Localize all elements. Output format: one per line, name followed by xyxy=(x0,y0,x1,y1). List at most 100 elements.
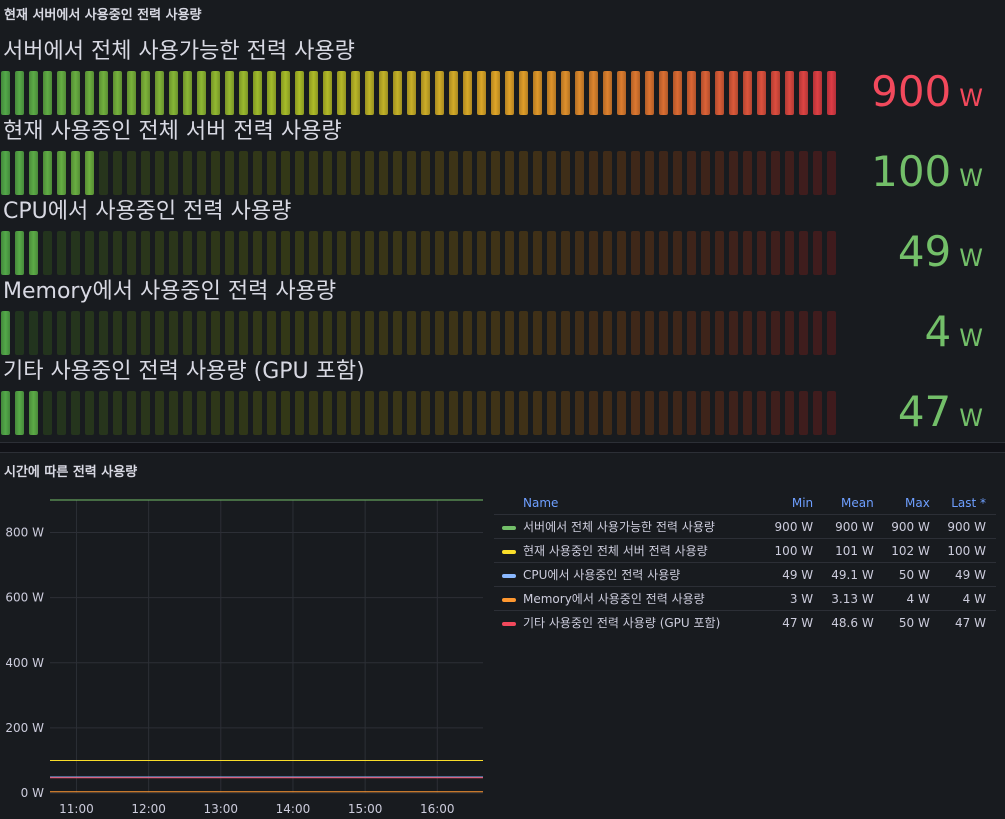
gauge-cell xyxy=(267,151,276,195)
gauge-cell xyxy=(813,151,822,195)
gauge-cell xyxy=(449,311,458,355)
gauge-cell xyxy=(589,391,598,435)
gauge-cell xyxy=(239,391,248,435)
series-color-swatch[interactable] xyxy=(502,549,516,554)
gauge-cell xyxy=(295,151,304,195)
gauge-cell xyxy=(99,311,108,355)
gauge-cell xyxy=(197,391,206,435)
legend-row[interactable]: 서버에서 전체 사용가능한 전력 사용량 900 W 900 W 900 W 900 W xyxy=(494,514,996,539)
gauge-cell xyxy=(99,231,108,275)
legend-series-label[interactable]: 기타 사용중인 전력 사용량 (GPU 포함) xyxy=(523,616,721,630)
legend-series-name[interactable]: CPU에서 사용중인 전력 사용량 xyxy=(494,562,767,587)
gauge-cell xyxy=(225,231,234,275)
series-color-swatch[interactable] xyxy=(502,573,516,578)
gauge-cell xyxy=(127,71,136,115)
gauge-cell xyxy=(421,231,430,275)
gauge-cell xyxy=(1,311,10,355)
gauge-cell xyxy=(701,151,710,195)
legend-series-name[interactable]: 현재 사용중인 전체 서버 전력 사용량 xyxy=(494,538,767,563)
gauge-cell xyxy=(491,71,500,115)
gauge-cell xyxy=(645,71,654,115)
gauge-cell xyxy=(99,151,108,195)
series-color-swatch[interactable] xyxy=(502,597,516,602)
x-tick-label: 11:00 xyxy=(59,802,94,816)
legend-header-mean[interactable]: Mean xyxy=(840,496,874,510)
x-tick-label: 15:00 xyxy=(348,802,383,816)
legend-header-name[interactable]: Name xyxy=(523,496,559,510)
legend-row[interactable]: CPU에서 사용중인 전력 사용량 49 W 49.1 W 50 W 49 W xyxy=(494,562,996,587)
gauge-cell xyxy=(743,391,752,435)
gauge-cell xyxy=(337,391,346,435)
gauge-cell xyxy=(29,391,38,435)
gauge-cell xyxy=(505,391,514,435)
gauge-cell xyxy=(127,391,136,435)
legend-row[interactable]: 현재 사용중인 전체 서버 전력 사용량 100 W 101 W 102 W 100 W xyxy=(494,538,996,563)
gauge-cell xyxy=(155,151,164,195)
gauge-cell xyxy=(589,71,598,115)
legend-header-max[interactable]: Max xyxy=(905,496,930,510)
gauge-cell xyxy=(477,151,486,195)
gauge-cell xyxy=(323,71,332,115)
gauge-memory: Memory에서 사용중인 전력 사용량 4 W xyxy=(0,278,1005,358)
gauge-panel-title[interactable]: 현재 서버에서 사용중인 전력 사용량 xyxy=(4,8,202,23)
series-color-swatch[interactable] xyxy=(502,525,516,530)
legend-series-label[interactable]: 서버에서 전체 사용가능한 전력 사용량 xyxy=(523,520,715,534)
legend-series-name[interactable]: 서버에서 전체 사용가능한 전력 사용량 xyxy=(494,514,767,539)
timeseries-panel: 시간에 따른 전력 사용량 xyxy=(0,452,1005,819)
gauge-cell xyxy=(603,151,612,195)
gauge-cell xyxy=(547,311,556,355)
gauge-cell xyxy=(57,391,66,435)
legend-series-name[interactable]: 기타 사용중인 전력 사용량 (GPU 포함) xyxy=(494,610,767,634)
gauge-cell xyxy=(491,391,500,435)
gauge-cell xyxy=(505,311,514,355)
legend-series-label[interactable]: CPU에서 사용중인 전력 사용량 xyxy=(523,568,681,582)
gauge-cell xyxy=(561,151,570,195)
gauge-cell xyxy=(141,391,150,435)
gauge-cell xyxy=(743,71,752,115)
gauge-label: 기타 사용중인 전력 사용량 (GPU 포함) xyxy=(3,359,365,384)
gauge-cell xyxy=(43,151,52,195)
gauge-cell xyxy=(393,391,402,435)
gauge-cell xyxy=(673,391,682,435)
gauge-cell xyxy=(463,391,472,435)
legend-header-last[interactable]: Last * xyxy=(951,496,986,510)
gauge-cell xyxy=(449,151,458,195)
power-timeseries-chart[interactable]: 0 W 200 W 400 W 600 W 800 W 11:00 12:00 13:00 14… xyxy=(0,490,490,819)
gauge-cell xyxy=(533,71,542,115)
legend-series-name[interactable]: Memory에서 사용중인 전력 사용량 xyxy=(494,586,767,611)
gauge-panel: 현재 서버에서 사용중인 전력 사용량 서버에서 전체 사용가능한 전력 사용량… xyxy=(0,8,1005,443)
gauge-cell xyxy=(715,71,724,115)
gauge-cell xyxy=(421,151,430,195)
gauge-cell xyxy=(771,151,780,195)
gauge-cell xyxy=(99,71,108,115)
gauge-cell xyxy=(477,311,486,355)
gauge-cell xyxy=(575,311,584,355)
legend-series-label[interactable]: 현재 사용중인 전체 서버 전력 사용량 xyxy=(523,544,708,558)
gauge-cell xyxy=(547,391,556,435)
gauge-cell xyxy=(197,71,206,115)
legend-row[interactable]: 기타 사용중인 전력 사용량 (GPU 포함) 47 W 48.6 W 50 W 47 … xyxy=(494,610,996,634)
gauge-cell xyxy=(575,391,584,435)
gauge-cell xyxy=(225,151,234,195)
gauge-cell xyxy=(365,151,374,195)
gauge-cell xyxy=(393,151,402,195)
x-tick-label: 16:00 xyxy=(420,802,455,816)
gauge-cell xyxy=(603,71,612,115)
gauge-cell xyxy=(211,231,220,275)
gauge-cell xyxy=(659,391,668,435)
timeseries-panel-title[interactable]: 시간에 따른 전력 사용량 xyxy=(4,465,138,480)
legend-last-value: 4 W xyxy=(939,586,996,611)
gauge-cell xyxy=(267,311,276,355)
legend-min-value: 47 W xyxy=(767,610,824,634)
gauge-cell xyxy=(211,71,220,115)
legend-series-label[interactable]: Memory에서 사용중인 전력 사용량 xyxy=(523,592,705,606)
legend-header-min[interactable]: Min xyxy=(791,496,814,510)
x-tick-label: 12:00 xyxy=(131,802,166,816)
gauge-value-number: 100 xyxy=(871,147,952,196)
gauge-cell xyxy=(715,311,724,355)
gauge-cell xyxy=(617,151,626,195)
gauge-cell xyxy=(253,231,262,275)
series-color-swatch[interactable] xyxy=(502,621,516,626)
gauge-cell xyxy=(463,231,472,275)
